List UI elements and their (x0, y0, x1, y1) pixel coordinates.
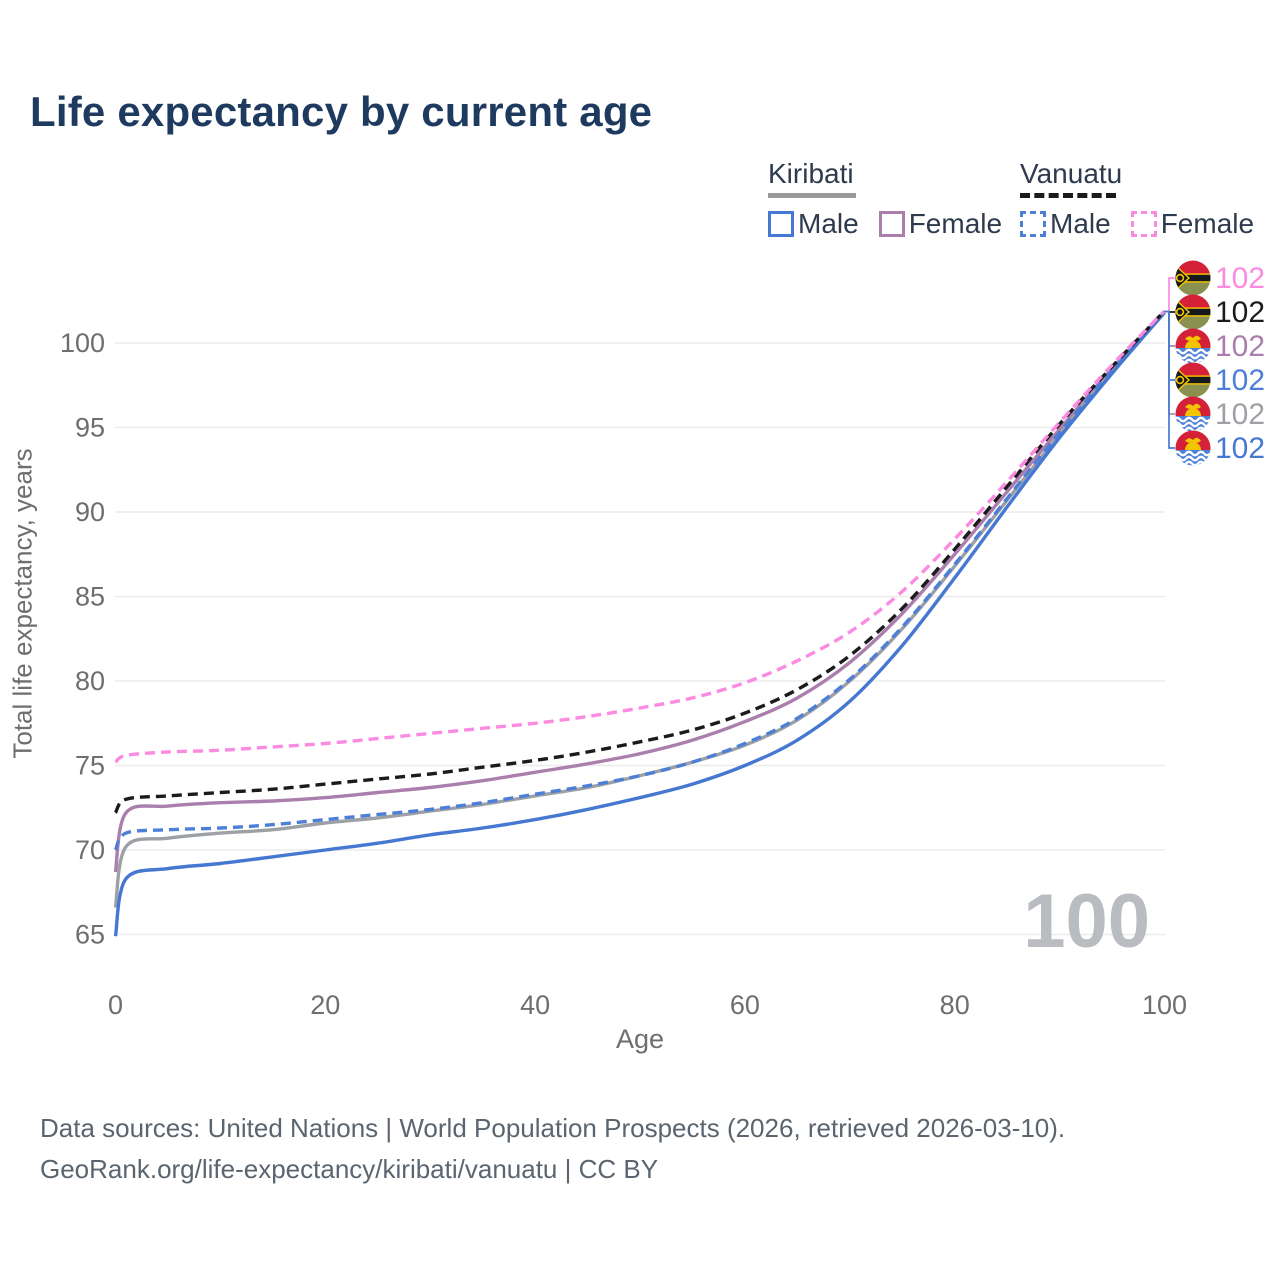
legend-item-vanuatu-female[interactable]: Female (1130, 208, 1255, 240)
end-value-label-kiribati: 102 (1215, 398, 1265, 431)
end-value-label-kiribati-male: 102 (1215, 432, 1265, 465)
end-value-label-vanuatu: 102 (1215, 296, 1265, 329)
series-line-kiribati[interactable] (113, 311, 1166, 908)
y-tick-95: 95 (75, 413, 105, 443)
legend-group-vanuatu: Vanuatu Male Female (1020, 160, 1274, 240)
y-tick-65: 65 (75, 920, 105, 950)
series-line-kiribati-female[interactable] (113, 311, 1166, 873)
vanuatu-female-swatch (1130, 211, 1157, 237)
vanuatu-male-swatch (1020, 211, 1046, 237)
legend-country-kiribati: Kiribati (768, 158, 854, 189)
page-title: Life expectancy by current age (30, 88, 653, 135)
series-line-vanuatu-female[interactable] (114, 309, 1166, 764)
flag-icon-vanuatu (1175, 362, 1211, 398)
callout-connector-vanuatu-female (1164, 277, 1175, 313)
flag-icon-kiribati (1175, 396, 1211, 432)
flag-icon-vanuatu (1175, 260, 1211, 296)
legend-item-kiribati-male[interactable]: Male (768, 208, 859, 240)
x-tick-60: 60 (730, 990, 760, 1020)
y-tick-80: 80 (75, 666, 105, 696)
flag-icon-kiribati (1175, 430, 1211, 466)
end-value-label-vanuatu-male: 102 (1215, 364, 1265, 397)
legend-underline-kiribati (768, 193, 856, 198)
legend-item-label: Female (908, 208, 1003, 239)
y-tick-75: 75 (75, 751, 105, 781)
flag-icon-vanuatu (1175, 294, 1211, 330)
end-value-label-vanuatu-female: 102 (1215, 262, 1265, 295)
legend-item-kiribati-female[interactable]: Female (878, 208, 1003, 240)
series-line-vanuatu-male[interactable] (113, 311, 1166, 851)
x-tick-20: 20 (310, 990, 340, 1020)
y-tick-100: 100 (60, 328, 105, 358)
footer-attribution: Data sources: United Nations | World Pop… (40, 1108, 1240, 1190)
x-axis-title: Age (615, 1024, 665, 1054)
x-tick-100: 100 (1142, 990, 1187, 1020)
series-line-vanuatu[interactable] (114, 309, 1166, 814)
y-tick-85: 85 (75, 582, 105, 612)
kiribati-male-swatch (768, 211, 794, 237)
data-sources-line: Data sources: United Nations | World Pop… (40, 1113, 1066, 1143)
y-axis-title: Total life expectancy, years (7, 448, 38, 759)
source-url-line: GeoRank.org/life-expectancy/kiribati/van… (40, 1154, 659, 1184)
legend-country-vanuatu: Vanuatu (1020, 158, 1123, 189)
end-value-label-kiribati-female: 102 (1215, 330, 1265, 363)
kiribati-female-swatch (878, 211, 905, 237)
x-tick-80: 80 (940, 990, 970, 1020)
legend-item-vanuatu-male[interactable]: Male (1020, 208, 1111, 240)
legend-underline-vanuatu (1020, 193, 1116, 198)
x-tick-0: 0 (108, 990, 123, 1020)
y-tick-90: 90 (75, 497, 105, 527)
series-line-kiribati-male[interactable] (113, 311, 1166, 937)
callout-connector-kiribati-male (1164, 310, 1175, 449)
x-tick-40: 40 (520, 990, 550, 1020)
age-counter-watermark: 100 (1023, 879, 1150, 964)
flag-icon-kiribati (1175, 328, 1211, 364)
legend-group-kiribati: Kiribati Male Female (768, 160, 1022, 240)
legend-item-label: Male (1050, 208, 1111, 239)
y-tick-70: 70 (75, 835, 105, 865)
legend-item-label: Male (798, 208, 859, 239)
legend-item-label: Female (1160, 208, 1255, 239)
